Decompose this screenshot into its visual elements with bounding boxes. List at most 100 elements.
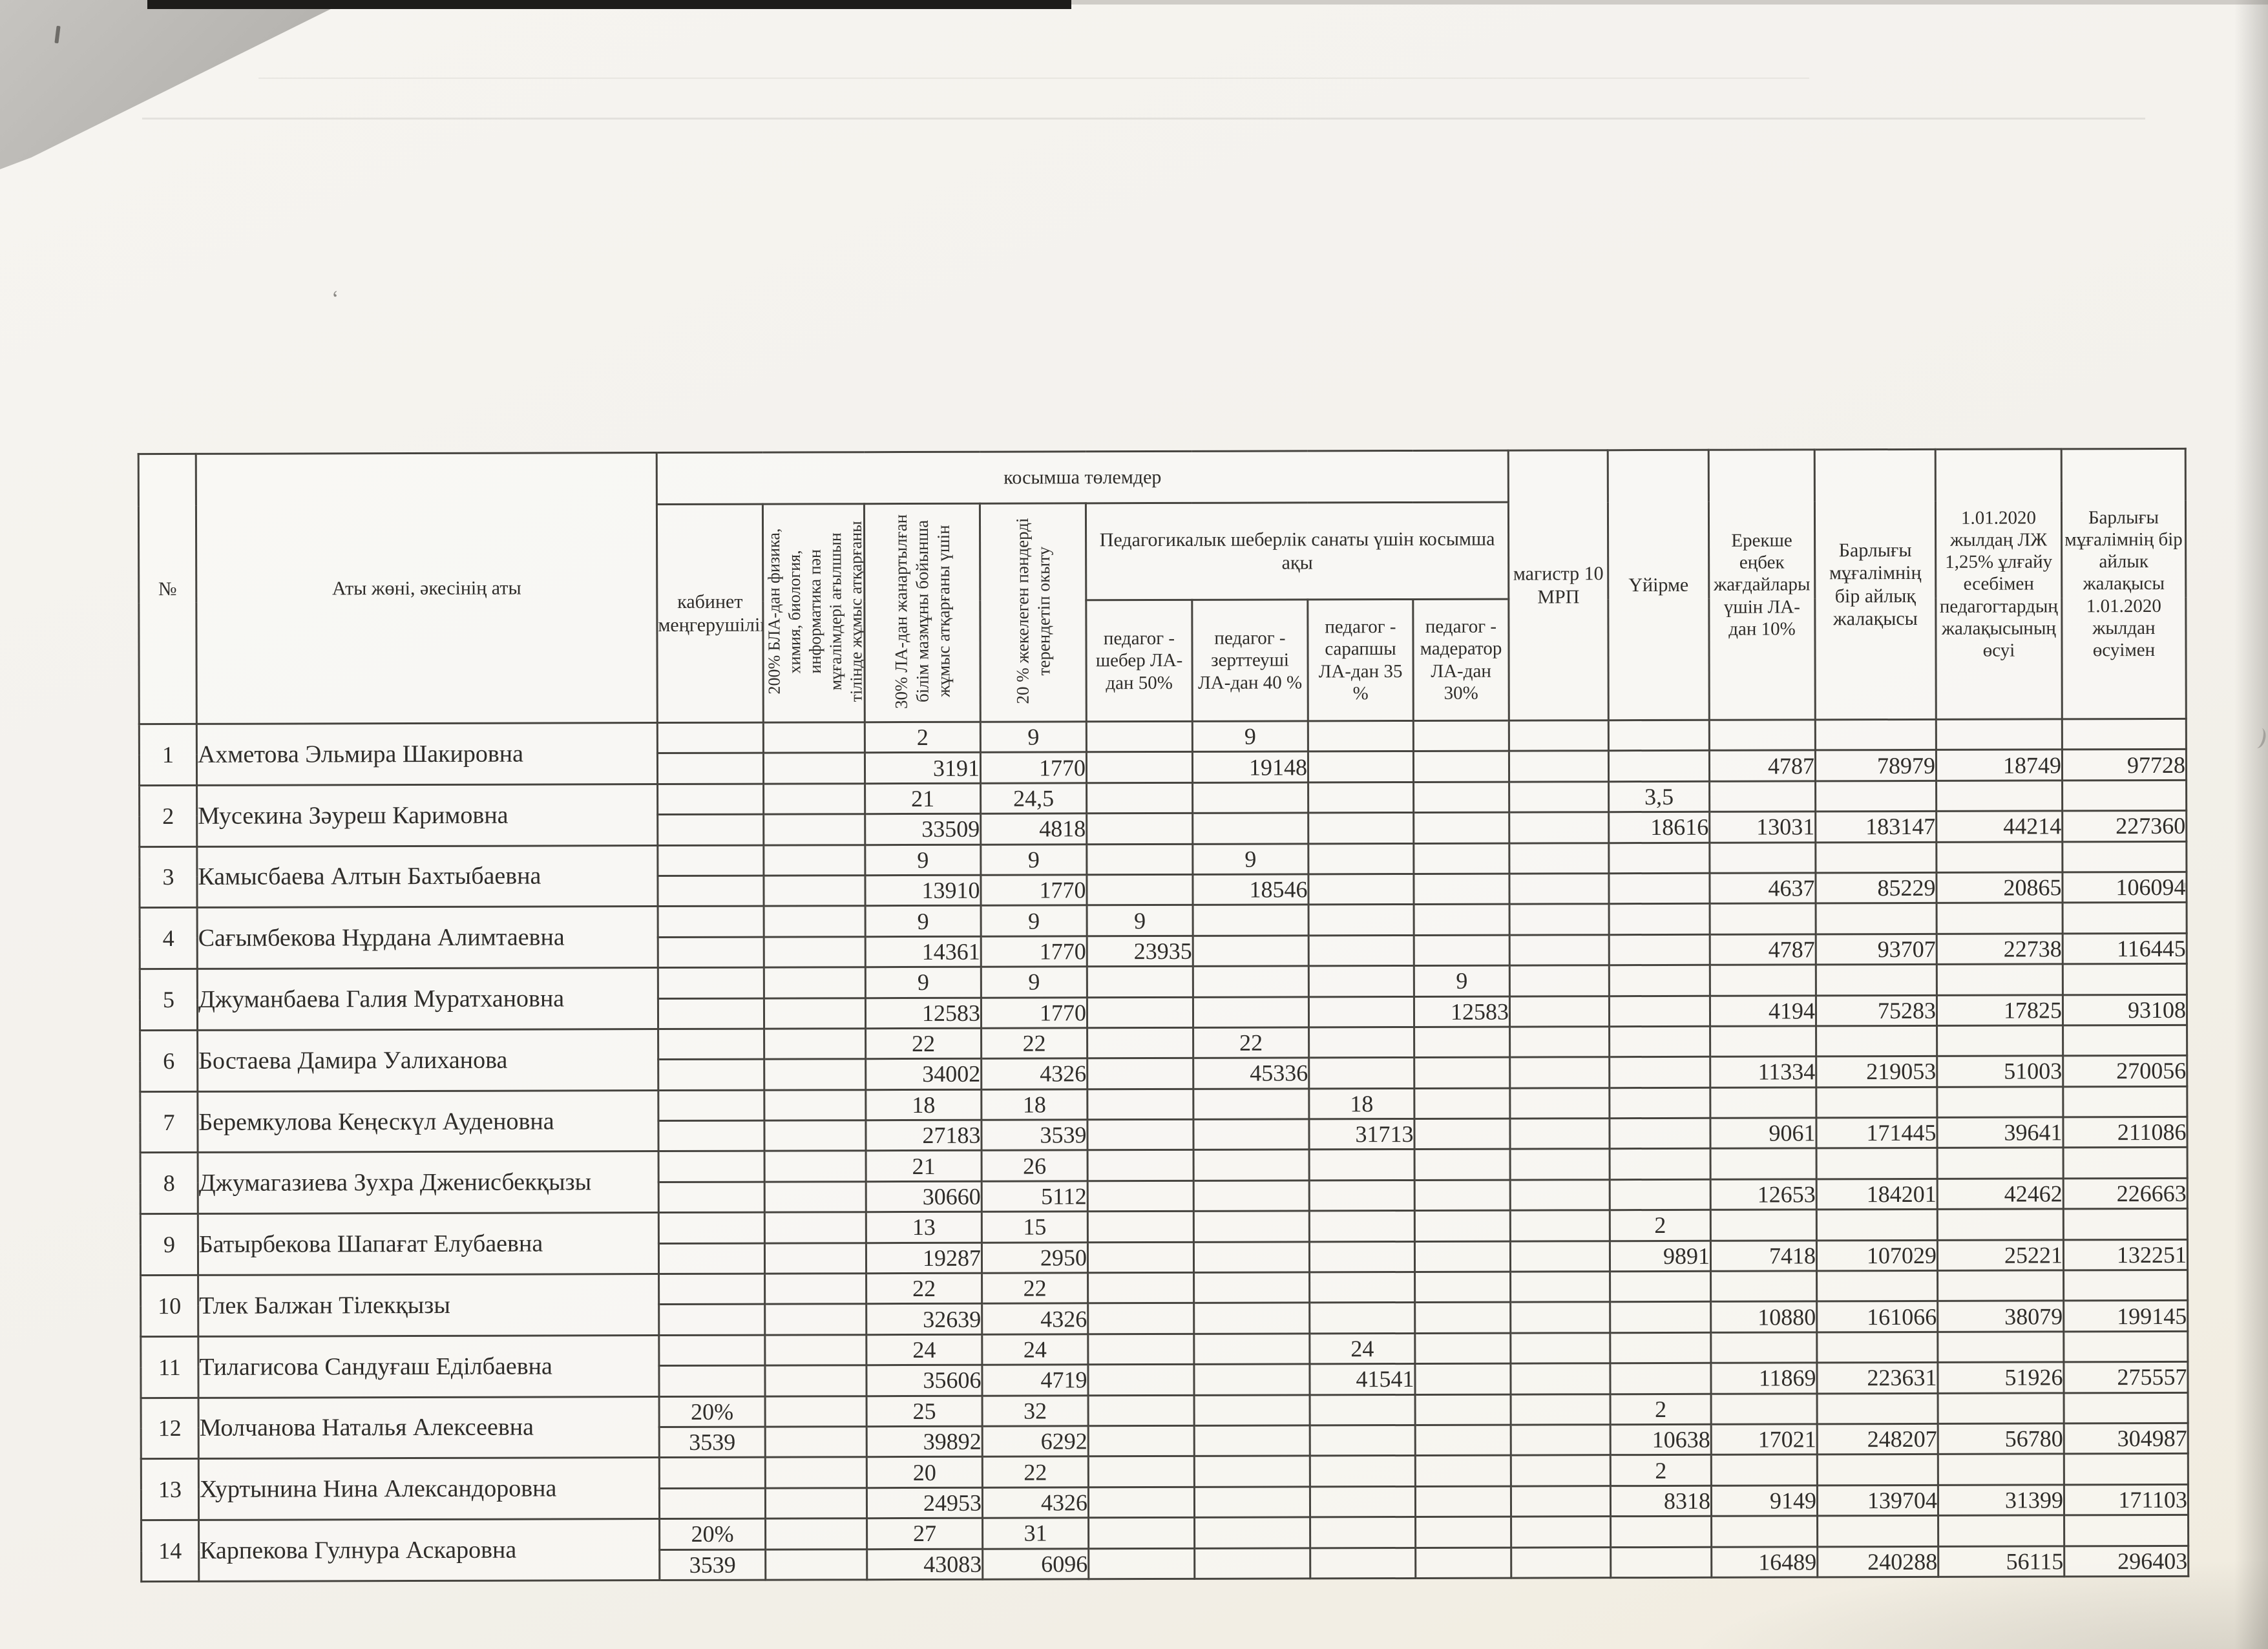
cell-kab-hours	[659, 1457, 766, 1489]
cell-erekshe-amount: 4787	[1709, 750, 1816, 782]
cell-la30-amount: 19287	[866, 1242, 982, 1274]
cell-la30-hours: 24	[866, 1334, 982, 1365]
cell-uiirme-amount	[1609, 995, 1710, 1027]
cell-kab-hours	[658, 1212, 765, 1244]
cell-bla200-hours	[764, 1089, 866, 1121]
cell-barlygy_osu-hours	[2063, 1270, 2188, 1301]
table-row: 3 Камысбаева Алтын Бахтыбаевна 9 9 9	[139, 841, 2187, 908]
cell-zertteushi-amount	[1194, 1486, 1310, 1518]
table-row: 8 Джумагазиева Зухра Дженисбекқызы 21 26	[140, 1147, 2188, 1214]
cell-pct20-amount: 6292	[982, 1425, 1089, 1457]
cell-sheber-amount	[1087, 1364, 1195, 1396]
col-header-maderator: педагог - мадератор ЛА-дан 30%	[1412, 599, 1509, 721]
cell-barlygy-amount: 75283	[1816, 994, 1937, 1026]
cell-bla200-amount	[764, 1120, 866, 1151]
cell-sheber-hours	[1086, 721, 1193, 753]
col-header-barlygy: Барлығы мұғалімнің бір айлық жалақысы	[1814, 449, 1937, 720]
cell-sarapshy-hours: 24	[1309, 1333, 1415, 1365]
cell-pct20-hours: 18	[981, 1089, 1087, 1120]
cell-maderator-amount	[1415, 1547, 1511, 1579]
cell-bla200-hours	[764, 1151, 866, 1182]
cell-zertteushi-amount: 18546	[1192, 874, 1309, 905]
cell-kab-amount	[659, 1487, 766, 1519]
col-header-erekshe: Ерекше еңбек жағдайлары үшін ЛА-дан 10%	[1708, 449, 1816, 720]
cell-sarapshy-hours	[1308, 782, 1414, 814]
cell-la30-hours: 9	[865, 967, 982, 998]
cell-la30-hours: 25	[866, 1395, 983, 1427]
cell-maderator-hours: 9	[1414, 965, 1510, 996]
cell-uiirme-amount	[1610, 1301, 1711, 1333]
cell-uiirme-amount	[1610, 1546, 1712, 1578]
cell-bla200-amount	[764, 1304, 866, 1335]
cell-bla200-amount	[765, 1426, 867, 1458]
cell-osu-amount: 51003	[1937, 1056, 2063, 1087]
cell-la30-amount: 32639	[866, 1303, 982, 1335]
cell-sarapshy-hours	[1309, 1149, 1415, 1181]
cell-pct20-hours: 9	[980, 721, 1087, 753]
cell-bla200-amount	[764, 1365, 867, 1396]
cell-maderator-hours	[1414, 1210, 1511, 1242]
cell-maderator-hours	[1413, 781, 1509, 813]
cell-barlygy_osu-hours	[2062, 780, 2187, 812]
cell-sheber-hours	[1086, 782, 1193, 814]
cell-osu-hours	[1936, 719, 2063, 750]
cell-bla200-amount	[764, 1181, 866, 1213]
row-number: 2	[139, 785, 197, 847]
teacher-name: Джумагазиева Зухра Дженисбекқызы	[198, 1151, 659, 1214]
cell-osu-hours	[1937, 1209, 2064, 1241]
cell-pct20-amount: 4326	[982, 1303, 1088, 1335]
cell-barlygy-hours	[1816, 903, 1937, 934]
cell-maderator-amount	[1414, 1302, 1511, 1334]
cell-kab-amount: 3539	[659, 1549, 766, 1581]
cell-barlygy-amount: 248207	[1817, 1423, 1938, 1455]
cell-barlygy-amount: 171445	[1816, 1117, 1938, 1149]
cell-sarapshy-hours	[1308, 720, 1414, 752]
cell-magistr-amount	[1510, 1302, 1610, 1333]
cell-magistr-hours	[1509, 965, 1610, 996]
cell-erekshe-hours	[1711, 1516, 1818, 1547]
cell-maderator-hours	[1414, 1149, 1511, 1181]
cell-kab-amount	[658, 1243, 765, 1274]
cell-kab-amount	[657, 814, 764, 846]
table-row: 4 Сағымбекова Нұрдана Алимтаевна 9 9 9	[140, 902, 2187, 969]
cell-magistr-amount	[1509, 934, 1610, 966]
cell-pct20-amount: 4818	[980, 813, 1087, 845]
cell-magistr-hours	[1510, 1210, 1610, 1241]
cell-la30-hours: 22	[865, 1028, 982, 1060]
cell-zertteushi-amount	[1193, 996, 1309, 1028]
cell-uiirme-amount	[1610, 1363, 1712, 1394]
cell-zertteushi-amount	[1193, 1180, 1310, 1212]
cell-pct20-hours: 15	[982, 1212, 1088, 1243]
cell-osu-hours	[1936, 841, 2063, 873]
cell-osu-hours	[1937, 1025, 2063, 1056]
cell-kab-hours	[658, 1151, 765, 1182]
table-row: 5 Джуманбаева Галия Муратхановна 9 9 9	[140, 963, 2187, 1031]
cell-sarapshy-amount	[1308, 874, 1414, 905]
cell-sarapshy-hours	[1308, 1027, 1414, 1058]
row-number: 14	[141, 1520, 199, 1582]
cell-erekshe-hours	[1710, 1148, 1817, 1180]
cell-zertteushi-amount	[1193, 1241, 1310, 1273]
cell-barlygy-hours	[1816, 1087, 1937, 1118]
cell-uiirme-amount	[1609, 1118, 1711, 1150]
table-row: 11 Тилагисова Сандуғаш Еділбаевна 24 24 24	[140, 1331, 2188, 1398]
cell-barlygy_osu-amount: 116445	[2063, 933, 2187, 964]
scanner-edge-line	[1071, 0, 2268, 5]
cell-barlygy_osu-amount: 93108	[2063, 994, 2187, 1025]
cell-pct20-hours: 24,5	[980, 782, 1087, 814]
cell-sarapshy-hours	[1308, 904, 1414, 936]
cell-uiirme-hours	[1609, 903, 1710, 935]
cell-pct20-amount: 1770	[981, 936, 1087, 967]
cell-barlygy_osu-amount: 106094	[2062, 872, 2187, 903]
row-number: 13	[141, 1458, 199, 1520]
cell-zertteushi-amount: 19148	[1192, 751, 1308, 783]
cell-bla200-hours	[764, 1212, 866, 1243]
cell-kab-hours: 20%	[659, 1518, 766, 1550]
teacher-name: Беремкулова Кеңескүл Ауденовна	[197, 1090, 659, 1153]
cell-uiirme-amount: 8318	[1610, 1486, 1712, 1517]
cell-barlygy_osu-amount: 275557	[2063, 1361, 2189, 1393]
cell-bla200-hours	[764, 1273, 866, 1305]
cell-bla200-amount	[764, 936, 866, 968]
cell-erekshe-amount: 11869	[1710, 1363, 1818, 1394]
cell-erekshe-amount: 17021	[1711, 1423, 1818, 1455]
